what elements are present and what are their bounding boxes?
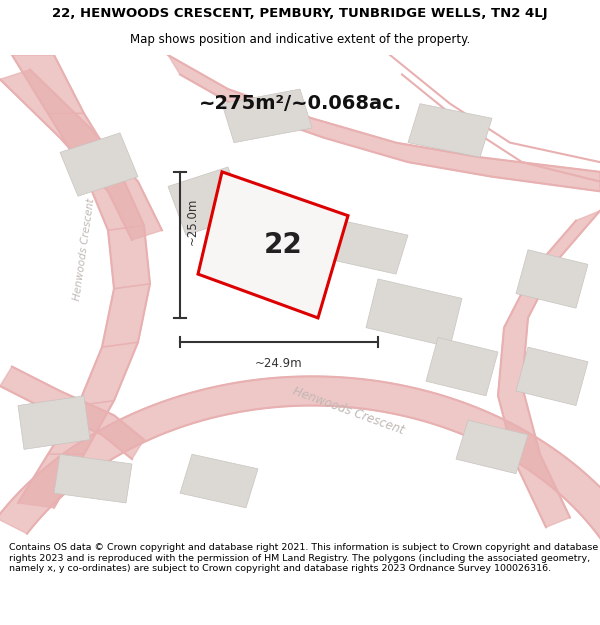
Polygon shape xyxy=(0,69,162,240)
Polygon shape xyxy=(330,221,408,274)
Polygon shape xyxy=(0,376,600,563)
Text: ~24.9m: ~24.9m xyxy=(255,357,303,370)
Text: Henwoods Crescent: Henwoods Crescent xyxy=(72,198,96,302)
Text: Henwoods Crescent: Henwoods Crescent xyxy=(290,384,406,437)
Polygon shape xyxy=(78,342,138,406)
Polygon shape xyxy=(48,113,120,172)
Text: Contains OS data © Crown copyright and database right 2021. This information is : Contains OS data © Crown copyright and d… xyxy=(9,544,598,573)
Polygon shape xyxy=(222,89,312,142)
Polygon shape xyxy=(408,104,492,158)
Polygon shape xyxy=(54,454,132,503)
Polygon shape xyxy=(498,211,600,528)
Text: 22: 22 xyxy=(264,231,303,259)
Polygon shape xyxy=(48,401,114,454)
Polygon shape xyxy=(366,279,462,347)
Polygon shape xyxy=(0,367,144,459)
Polygon shape xyxy=(18,396,90,449)
Polygon shape xyxy=(426,338,498,396)
Polygon shape xyxy=(108,226,150,289)
Text: Map shows position and indicative extent of the property.: Map shows position and indicative extent… xyxy=(130,33,470,46)
Polygon shape xyxy=(198,172,348,318)
Polygon shape xyxy=(84,172,144,230)
Polygon shape xyxy=(168,55,600,191)
Polygon shape xyxy=(516,250,588,308)
Text: 22, HENWOODS CRESCENT, PEMBURY, TUNBRIDGE WELLS, TN2 4LJ: 22, HENWOODS CRESCENT, PEMBURY, TUNBRIDG… xyxy=(52,8,548,20)
Text: ~25.0m: ~25.0m xyxy=(185,198,199,245)
Text: ~275m²/~0.068ac.: ~275m²/~0.068ac. xyxy=(199,94,401,113)
Polygon shape xyxy=(12,55,84,113)
Polygon shape xyxy=(516,347,588,406)
Polygon shape xyxy=(18,454,84,508)
Polygon shape xyxy=(180,454,258,508)
Polygon shape xyxy=(60,133,138,196)
Polygon shape xyxy=(456,420,528,474)
Polygon shape xyxy=(168,167,246,235)
Polygon shape xyxy=(102,284,150,347)
